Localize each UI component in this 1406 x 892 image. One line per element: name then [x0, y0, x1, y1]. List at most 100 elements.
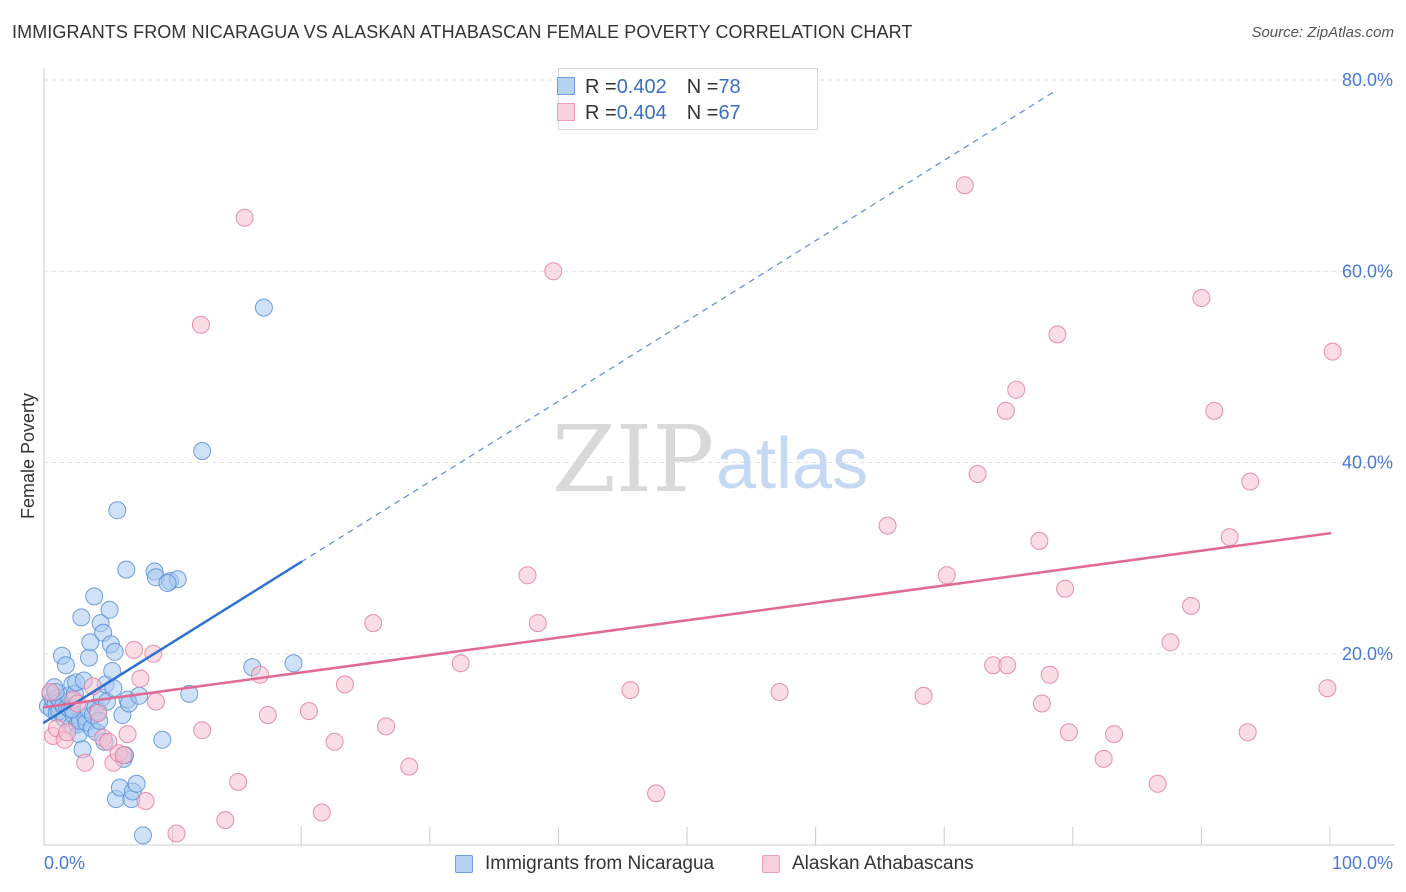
r-label: R =	[585, 101, 617, 124]
athabascan-point	[1220, 528, 1239, 547]
athabascan-point	[193, 721, 212, 740]
athabascan-point	[1030, 531, 1049, 550]
nicaragua-point	[254, 298, 273, 317]
athabascan-point	[998, 656, 1017, 675]
nicaragua-point	[158, 574, 177, 592]
y-axis-label: Female Poverty	[18, 393, 38, 519]
nicaragua-point	[108, 501, 127, 520]
nicaragua-point	[127, 774, 146, 793]
athabascan-point	[229, 772, 248, 791]
athabascan-point	[146, 692, 165, 711]
trend-lines	[42, 91, 1332, 724]
athabascan-point	[1192, 289, 1211, 307]
athabascan-point	[1318, 679, 1337, 698]
stats-row-nicaragua: R = 0.402 N = 78	[557, 74, 741, 100]
series-athabascan	[41, 176, 1342, 843]
nicaragua-swatch	[557, 77, 575, 95]
legend-label-athabascan: Alaskan Athabascans	[792, 853, 974, 874]
athabascan-point	[1048, 325, 1067, 344]
athabascan-point	[258, 706, 277, 724]
stats-row-athabascan: R = 0.404 N = 67	[557, 100, 741, 126]
gridlines	[44, 79, 1395, 655]
source-credit: Source: ZipAtlas.com	[1251, 24, 1394, 41]
nicaragua-point	[117, 560, 136, 579]
legend-label-nicaragua: Immigrants from Nicaragua	[485, 853, 715, 874]
x-tick-label-min: 0.0%	[44, 853, 85, 873]
r-value: 0.404	[616, 101, 667, 124]
athabascan-trend-line	[42, 532, 1332, 709]
n-value: 67	[718, 101, 741, 124]
athabascan-point	[1040, 665, 1059, 684]
athabascan-point	[996, 401, 1015, 420]
watermark-zip: ZIP	[552, 406, 714, 513]
athabascan-point	[1161, 633, 1180, 652]
athabascan-point	[1205, 401, 1224, 420]
axes	[43, 68, 1395, 846]
n-value: 78	[718, 75, 741, 98]
athabascan-point	[1056, 579, 1075, 598]
athabascan-point	[451, 654, 470, 673]
athabascan-point	[58, 723, 77, 742]
athabascan-point	[325, 732, 344, 751]
nicaragua-legend-swatch	[455, 855, 473, 873]
athabascan-point	[131, 669, 150, 688]
athabascan-point	[770, 683, 789, 701]
athabascan-point	[1182, 596, 1201, 615]
y-tick-labels: 20.0% 40.0% 60.0% 80.0%	[1342, 70, 1393, 664]
legend-item-athabascan[interactable]: Alaskan Athabascans	[762, 850, 974, 878]
y-tick-label: 40.0%	[1342, 453, 1393, 473]
athabascan-point	[878, 516, 897, 535]
athabascan-point	[191, 315, 210, 334]
athabascan-point	[114, 746, 133, 765]
x-ticks	[43, 827, 1331, 845]
nicaragua-point	[56, 656, 75, 675]
athabascan-point	[89, 704, 107, 722]
athabascan-point	[216, 811, 235, 830]
athabascan-legend-swatch	[762, 855, 780, 873]
n-label: N =	[686, 101, 719, 124]
nicaragua-point	[180, 684, 199, 703]
athabascan-point	[125, 640, 143, 659]
athabascan-point	[544, 262, 563, 281]
athabascan-point	[1148, 774, 1167, 793]
athabascan-point	[955, 176, 974, 195]
athabascan-point	[528, 614, 547, 633]
legend-item-nicaragua[interactable]: Immigrants from Nicaragua	[455, 850, 714, 878]
watermark: ZIP atlas	[552, 406, 868, 513]
athabascan-point	[136, 792, 155, 810]
nicaragua-point	[134, 826, 152, 845]
athabascan-point	[1094, 749, 1113, 768]
athabascan-point	[1241, 472, 1260, 491]
athabascan-point	[1007, 380, 1026, 399]
watermark-atlas: atlas	[716, 424, 868, 504]
athabascan-point	[312, 803, 331, 822]
stats-legend: R = 0.402 N = 78 R = 0.404 N = 67	[557, 68, 818, 130]
athabascan-point	[76, 753, 95, 772]
nicaragua-point	[105, 642, 124, 661]
nicaragua-point	[284, 654, 303, 673]
athabascan-point	[518, 566, 537, 585]
athabascan-point	[968, 465, 987, 483]
athabascan-point	[377, 717, 396, 736]
nicaragua-point	[72, 608, 91, 627]
nicaragua-point	[85, 587, 104, 606]
y-tick-label: 60.0%	[1342, 261, 1393, 281]
x-tick-label-max: 100.0%	[1332, 853, 1393, 873]
nicaragua-point	[81, 633, 100, 652]
athabascan-point	[335, 675, 354, 694]
athabascan-point	[99, 732, 118, 751]
nicaragua-point	[100, 600, 119, 619]
nicaragua-trend-extension	[300, 91, 1054, 563]
athabascan-point	[235, 208, 254, 227]
r-label: R =	[585, 75, 617, 98]
athabascan-swatch	[557, 103, 575, 121]
athabascan-point	[364, 614, 383, 633]
athabascan-point	[400, 757, 419, 776]
nicaragua-trend-line	[42, 560, 303, 724]
athabascan-point	[647, 784, 666, 803]
chart-title: IMMIGRANTS FROM NICARAGUA VS ALASKAN ATH…	[12, 22, 913, 42]
athabascan-point	[167, 824, 186, 843]
athabascan-point	[621, 681, 640, 700]
nicaragua-point	[153, 730, 172, 749]
